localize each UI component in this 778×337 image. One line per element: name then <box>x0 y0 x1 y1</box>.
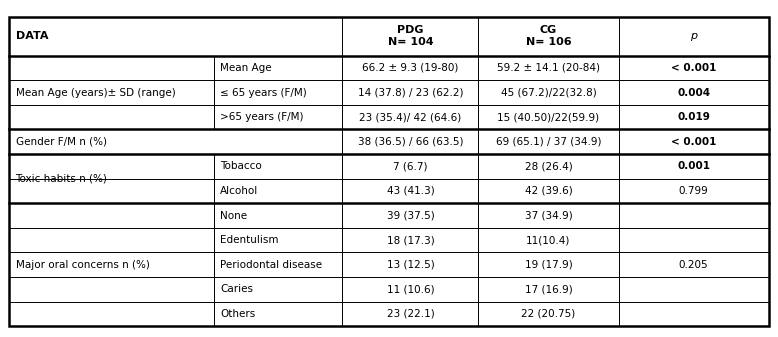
Text: 69 (65.1) / 37 (34.9): 69 (65.1) / 37 (34.9) <box>496 137 601 147</box>
Text: 13 (12.5): 13 (12.5) <box>387 260 434 270</box>
Text: Major oral concerns n (%): Major oral concerns n (%) <box>16 260 149 270</box>
Text: 28 (26.4): 28 (26.4) <box>524 161 573 171</box>
Text: 0.004: 0.004 <box>677 88 710 97</box>
Text: 14 (37.8) / 23 (62.2): 14 (37.8) / 23 (62.2) <box>358 88 463 97</box>
Text: 42 (39.6): 42 (39.6) <box>524 186 573 196</box>
Text: Mean Age (years)± SD (range): Mean Age (years)± SD (range) <box>16 88 175 97</box>
Text: Others: Others <box>220 309 255 319</box>
Text: 66.2 ± 9.3 (19-80): 66.2 ± 9.3 (19-80) <box>363 63 458 73</box>
Text: Alcohol: Alcohol <box>220 186 258 196</box>
Text: p: p <box>690 31 697 41</box>
Text: 11(10.4): 11(10.4) <box>526 235 571 245</box>
Text: 15 (40.50)/22(59.9): 15 (40.50)/22(59.9) <box>497 112 600 122</box>
Text: 0.019: 0.019 <box>677 112 710 122</box>
Text: None: None <box>220 211 247 220</box>
Text: Caries: Caries <box>220 284 253 294</box>
Text: 17 (16.9): 17 (16.9) <box>524 284 573 294</box>
Text: 19 (17.9): 19 (17.9) <box>524 260 573 270</box>
Text: 38 (36.5) / 66 (63.5): 38 (36.5) / 66 (63.5) <box>358 137 463 147</box>
Text: PDG
N= 104: PDG N= 104 <box>387 25 433 47</box>
Text: 0.799: 0.799 <box>678 186 709 196</box>
Text: 11 (10.6): 11 (10.6) <box>387 284 434 294</box>
Text: 59.2 ± 14.1 (20-84): 59.2 ± 14.1 (20-84) <box>497 63 600 73</box>
Text: 0.205: 0.205 <box>678 260 709 270</box>
Text: 22 (20.75): 22 (20.75) <box>521 309 576 319</box>
Text: 45 (67.2)/22(32.8): 45 (67.2)/22(32.8) <box>500 88 597 97</box>
Text: 39 (37.5): 39 (37.5) <box>387 211 434 220</box>
Text: CG
N= 106: CG N= 106 <box>526 25 571 47</box>
Text: DATA: DATA <box>16 31 48 41</box>
Text: Edentulism: Edentulism <box>220 235 279 245</box>
Text: 18 (17.3): 18 (17.3) <box>387 235 434 245</box>
Text: 37 (34.9): 37 (34.9) <box>524 211 573 220</box>
Text: 43 (41.3): 43 (41.3) <box>387 186 434 196</box>
Text: 23 (22.1): 23 (22.1) <box>387 309 434 319</box>
Text: Gender F/M n (%): Gender F/M n (%) <box>16 137 107 147</box>
Text: >65 years (F/M): >65 years (F/M) <box>220 112 303 122</box>
Text: Mean Age: Mean Age <box>220 63 272 73</box>
Text: 23 (35.4)/ 42 (64.6): 23 (35.4)/ 42 (64.6) <box>359 112 461 122</box>
Text: < 0.001: < 0.001 <box>671 137 717 147</box>
Text: Periodontal disease: Periodontal disease <box>220 260 322 270</box>
Text: Tobacco: Tobacco <box>220 161 262 171</box>
Text: 7 (6.7): 7 (6.7) <box>393 161 428 171</box>
Text: ≤ 65 years (F/M): ≤ 65 years (F/M) <box>220 88 307 97</box>
Text: < 0.001: < 0.001 <box>671 63 717 73</box>
Text: 0.001: 0.001 <box>677 161 710 171</box>
Text: Toxic habits n (%): Toxic habits n (%) <box>16 174 107 184</box>
